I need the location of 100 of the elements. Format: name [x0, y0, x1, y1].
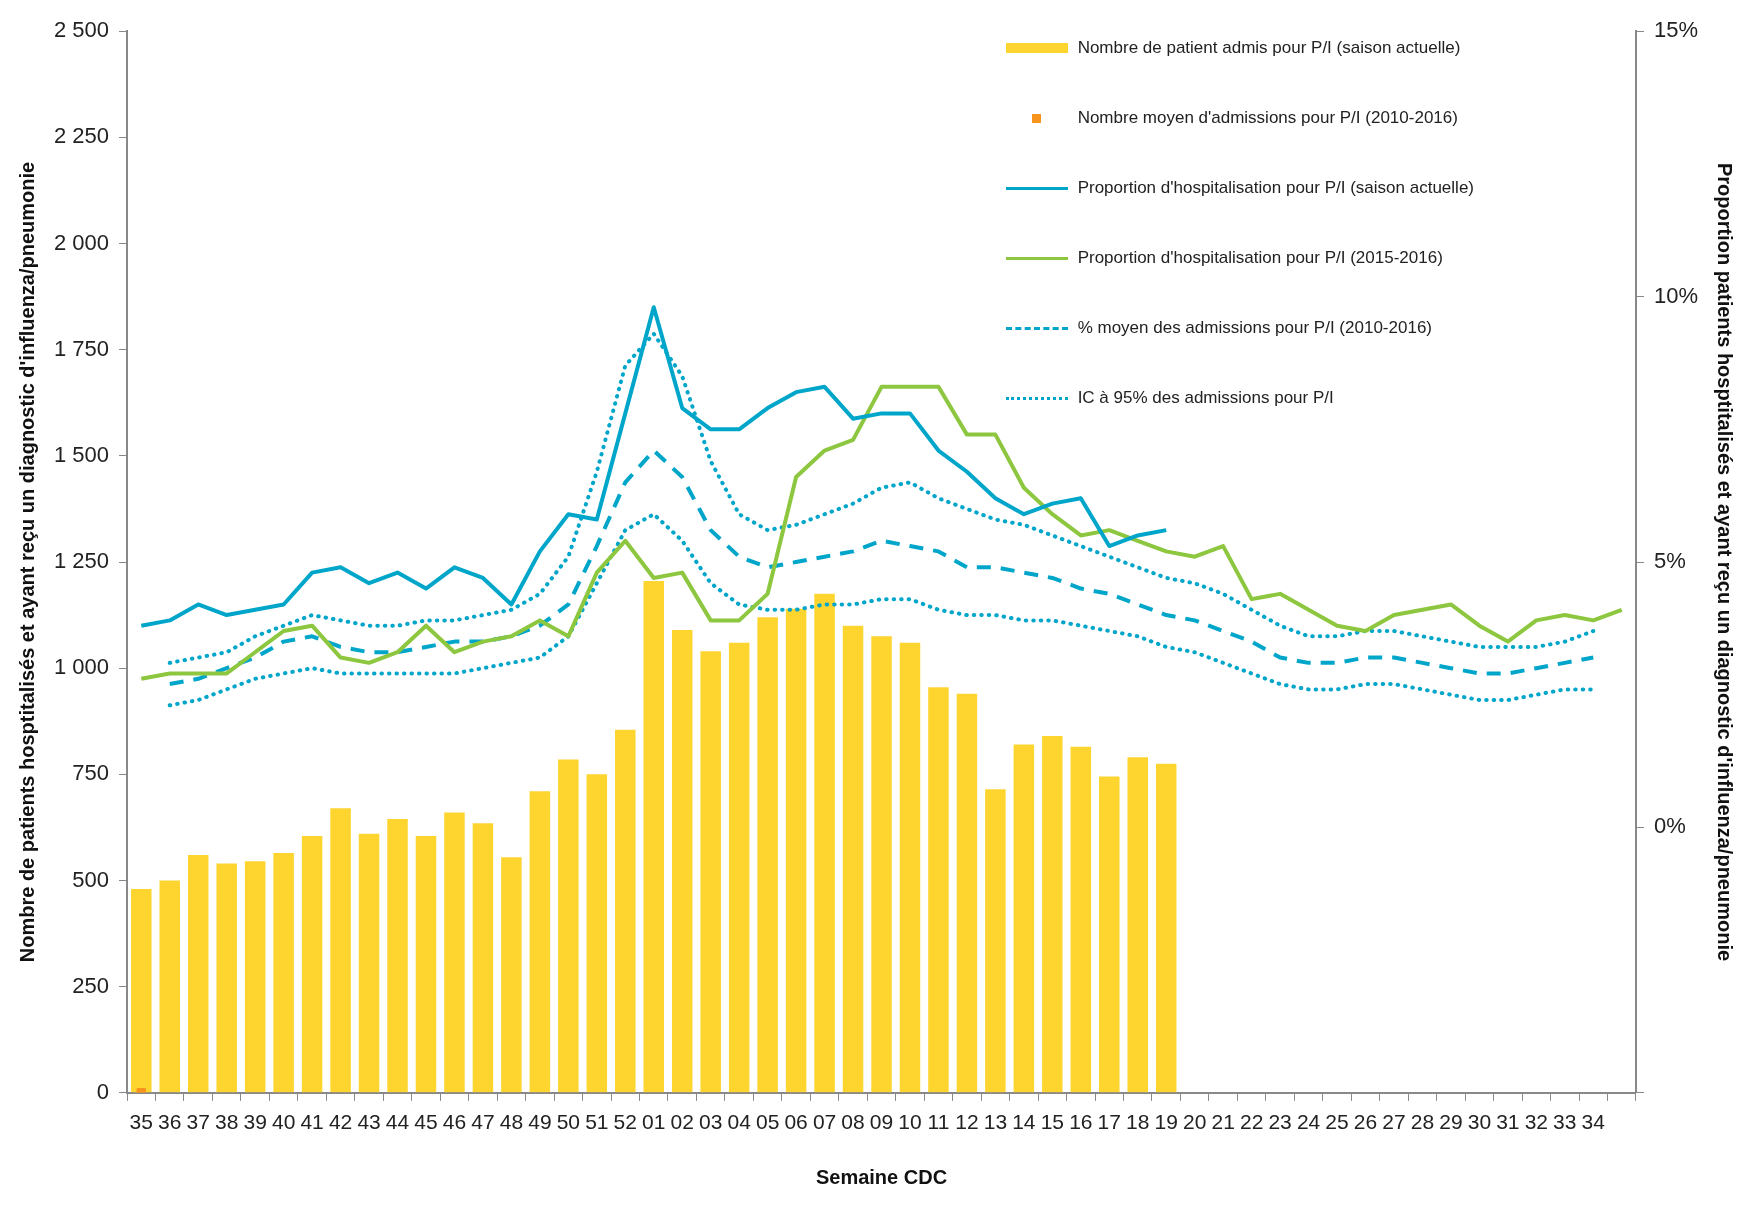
- y2-axis-title: Proportion patients hosptitalisés et ayant reçu un diagnostic d'influenza/pneumonie: [1714, 162, 1737, 962]
- bar: [472, 823, 494, 1093]
- x-tick-label: 52: [613, 1110, 637, 1134]
- x-tick-label: 24: [1296, 1110, 1321, 1134]
- y-axis-title: Nombre de patients hosptitalisés et ayant reçu un diagnostic d'influenza/pneumonie: [15, 161, 38, 963]
- bar: [985, 789, 1006, 1093]
- x-tick-label: 44: [385, 1110, 410, 1134]
- x-tick-label: 40: [271, 1110, 296, 1134]
- x-tick-label: 04: [727, 1110, 752, 1134]
- legend-label: % moyen des admissions pour P/I (2010-2016): [1077, 318, 1432, 338]
- bar: [387, 818, 408, 1093]
- x-axis-title: Semaine CDC: [815, 1165, 948, 1188]
- bar: [899, 642, 921, 1093]
- x-tick-label: 29: [1439, 1110, 1463, 1134]
- x-tick-label: 09: [869, 1110, 894, 1134]
- x-tick-label: 31: [1496, 1110, 1520, 1134]
- x-tick-label: 12: [955, 1110, 979, 1134]
- bar: [273, 852, 294, 1093]
- x-tick-label: 38: [215, 1110, 239, 1134]
- x-tick-label: 07: [812, 1110, 837, 1134]
- bar: [131, 888, 152, 1093]
- x-tick-label: 23: [1268, 1110, 1292, 1134]
- x-tick-label: 41: [300, 1110, 324, 1134]
- bar: [842, 625, 864, 1093]
- bar: [671, 629, 693, 1093]
- x-tick-label: 01: [642, 1110, 666, 1134]
- bar: [1155, 763, 1177, 1093]
- bar: [1099, 776, 1120, 1093]
- bar: [1042, 736, 1063, 1093]
- bar: [187, 855, 209, 1093]
- x-tick-label: 30: [1467, 1110, 1492, 1134]
- bar: [358, 833, 380, 1093]
- x-tick-label: 20: [1183, 1110, 1207, 1134]
- bar: [728, 642, 750, 1093]
- x-tick-label: 32: [1524, 1110, 1548, 1134]
- bar: [956, 693, 978, 1093]
- bar: [1127, 757, 1148, 1093]
- x-tick-label: 43: [357, 1110, 381, 1134]
- y-tick-label: 0: [96, 1078, 110, 1104]
- y-tick-label: 2 000: [53, 229, 110, 255]
- bar: [928, 687, 949, 1093]
- bar: [757, 617, 778, 1093]
- x-tick-label: 51: [585, 1110, 609, 1134]
- x-tick-label: 36: [158, 1110, 182, 1134]
- x-tick-label: 35: [129, 1110, 153, 1134]
- x-tick-label: 08: [841, 1110, 865, 1134]
- y2-tick-label: 0%: [1653, 813, 1686, 839]
- bar: [415, 835, 437, 1093]
- bar: [444, 812, 465, 1093]
- x-tick-label: 03: [699, 1110, 723, 1134]
- x-tick-label: 13: [983, 1110, 1008, 1134]
- legend-label: Nombre moyen d'admissions pour P/I (2010-2016): [1077, 108, 1458, 128]
- x-tick-label: 14: [1012, 1110, 1036, 1134]
- x-tick-label: 22: [1239, 1110, 1264, 1134]
- x-tick-label: 15: [1040, 1110, 1065, 1134]
- legend-label: Proportion d'hospitalisation pour P/I (saison actuelle): [1077, 178, 1474, 198]
- x-tick-label: 45: [414, 1110, 438, 1134]
- x-tick-label: 02: [670, 1110, 694, 1134]
- bar: [1070, 746, 1092, 1093]
- y-tick-label: 2 250: [53, 123, 110, 149]
- bar: [244, 861, 266, 1093]
- y-tick-label: 750: [72, 760, 110, 786]
- x-tick-label: 18: [1126, 1110, 1150, 1134]
- x-tick-label: 25: [1325, 1110, 1349, 1134]
- bar: [558, 759, 579, 1093]
- x-tick-label: 47: [471, 1110, 495, 1134]
- x-tick-label: 28: [1410, 1110, 1435, 1134]
- x-tick-label: 06: [784, 1110, 808, 1134]
- legend-label: Nombre de patient admis pour P/I (saison actuelle): [1077, 38, 1461, 58]
- legend-label: Proportion d'hospitalisation pour P/I (2015-2016): [1077, 248, 1443, 268]
- bar: [814, 593, 835, 1093]
- y-tick-label: 500: [72, 866, 110, 892]
- line-series: [167, 448, 1596, 687]
- y2-tick-label: 15%: [1653, 17, 1699, 43]
- x-tick-label: 48: [499, 1110, 524, 1134]
- bar: [643, 581, 664, 1093]
- x-tick-label: 49: [528, 1110, 552, 1134]
- y2-tick-label: 10%: [1653, 282, 1699, 308]
- x-tick-label: 26: [1353, 1110, 1378, 1134]
- y-tick-label: 1 000: [53, 654, 110, 680]
- x-tick-label: 16: [1069, 1110, 1093, 1134]
- bar: [529, 791, 551, 1093]
- bar: [785, 608, 807, 1093]
- bar: [700, 651, 721, 1093]
- bar: [586, 774, 608, 1093]
- y-tick-label: 1 750: [53, 335, 110, 361]
- x-tick-label: 21: [1211, 1110, 1235, 1134]
- x-tick-label: 46: [442, 1110, 467, 1134]
- x-tick-label: 17: [1097, 1110, 1121, 1134]
- x-tick-label: 39: [243, 1110, 267, 1134]
- y-tick-label: 2 500: [53, 17, 110, 43]
- bar: [330, 808, 351, 1093]
- bar: [159, 880, 181, 1093]
- bar: [216, 863, 237, 1093]
- x-tick-label: 34: [1581, 1110, 1606, 1134]
- y2-tick-label: 5%: [1653, 548, 1686, 574]
- line-series: [167, 512, 1596, 708]
- x-tick-label: 33: [1553, 1110, 1577, 1134]
- x-tick-label: 10: [898, 1110, 922, 1134]
- x-tick-label: 27: [1382, 1110, 1406, 1134]
